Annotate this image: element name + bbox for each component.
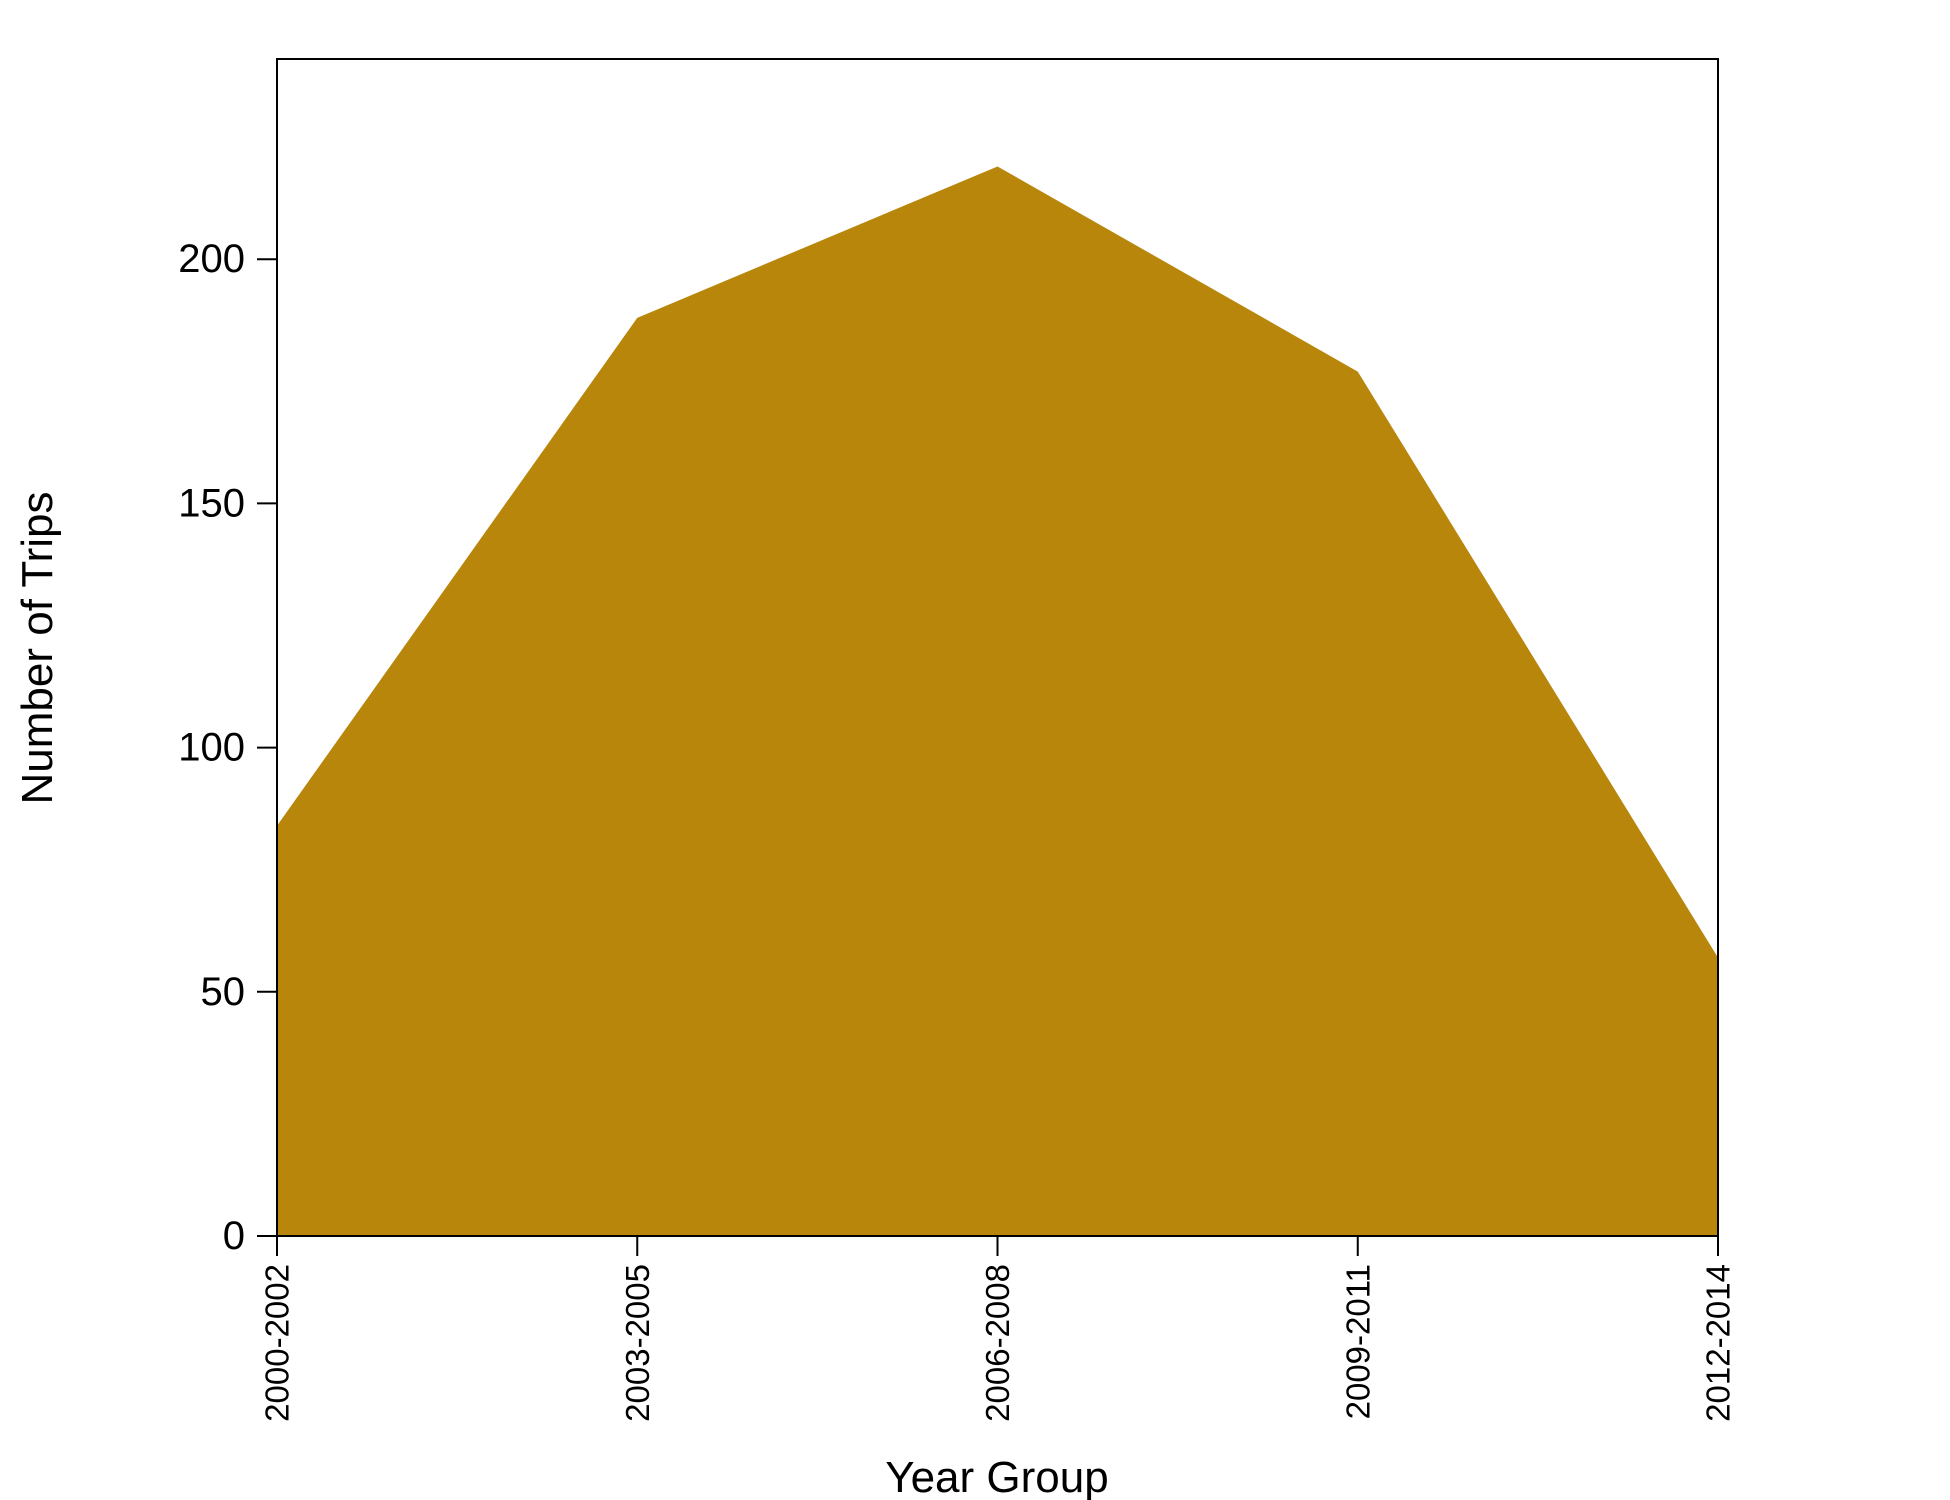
y-tick-label-200: 200 [178, 237, 245, 281]
x-tick-label-2012-2014: 2012-2014 [1700, 1264, 1737, 1422]
area-series [277, 166, 1718, 1237]
y-tick-label-150: 150 [178, 481, 245, 525]
y-tick-label-50: 50 [201, 970, 246, 1014]
x-axis: 2000-2002 2003-2005 2006-2008 2009-2011 2012… [259, 1236, 1737, 1422]
y-tick-label-100: 100 [178, 726, 245, 770]
plot-area [276, 58, 1719, 1237]
y-axis-title: Number of Trips [13, 492, 62, 805]
y-tick-label-0: 0 [223, 1214, 245, 1258]
x-tick-label-2003-2005: 2003-2005 [619, 1264, 656, 1422]
x-tick-label-2009-2011: 2009-2011 [1339, 1264, 1376, 1419]
x-tick-label-2006-2008: 2006-2008 [979, 1264, 1016, 1422]
x-axis-title: Year Group [885, 1453, 1108, 1500]
y-axis: 0 50 100 150 200 [178, 237, 277, 1258]
x-tick-label-2000-2002: 2000-2002 [259, 1264, 296, 1422]
